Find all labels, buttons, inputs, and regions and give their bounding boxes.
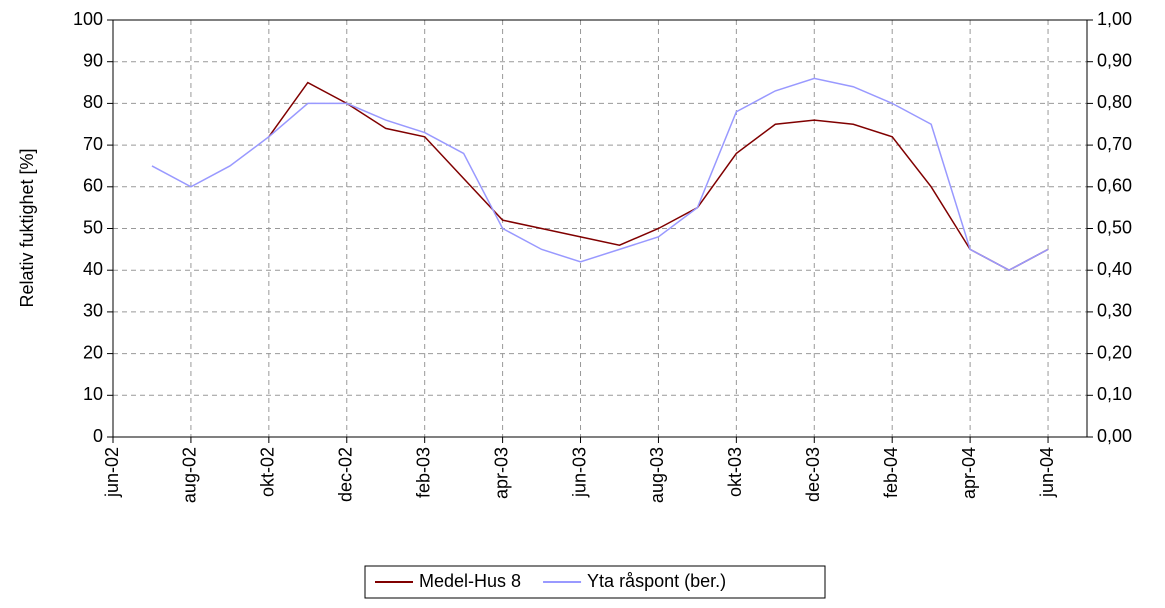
- x-tick-label: okt-03: [725, 447, 745, 497]
- y-tick-label: 90: [83, 50, 103, 70]
- y2-tick-label: 0,20: [1097, 342, 1132, 362]
- series-line: [268, 81, 1049, 272]
- x-tick-label: dec-03: [803, 447, 823, 502]
- y2-tick-label: 0,90: [1097, 50, 1132, 70]
- y-tick-label: 100: [73, 9, 103, 29]
- y-tick-label: 10: [83, 384, 103, 404]
- x-tick-label: aug-02: [180, 447, 200, 503]
- series-line: [151, 77, 1049, 272]
- x-tick-label: feb-03: [413, 447, 433, 498]
- y2-tick-label: 0,60: [1097, 176, 1132, 196]
- legend-label: Yta råspont (ber.): [587, 571, 726, 591]
- legend-label: Medel-Hus 8: [419, 571, 521, 591]
- y-tick-label: 60: [83, 176, 103, 196]
- y-tick-label: 30: [83, 301, 103, 321]
- y2-tick-label: 0,10: [1097, 384, 1132, 404]
- y2-tick-label: 0,70: [1097, 134, 1132, 154]
- y-tick-label: 50: [83, 217, 103, 237]
- x-tick-label: okt-02: [258, 447, 278, 497]
- y2-tick-label: 0,50: [1097, 217, 1132, 237]
- y-tick-label: 20: [83, 342, 103, 362]
- legend-box: [364, 565, 826, 599]
- x-tick-label: apr-04: [959, 447, 979, 499]
- x-tick-label: jun-04: [1037, 447, 1057, 498]
- y2-tick-label: 0,30: [1097, 301, 1132, 321]
- plot-frame: [112, 19, 1088, 438]
- y-axis-title: Relativ fuktighet [%]: [17, 148, 37, 307]
- x-tick-label: feb-04: [881, 447, 901, 498]
- x-tick-label: dec-02: [336, 447, 356, 502]
- y2-tick-label: 0,80: [1097, 92, 1132, 112]
- y2-tick-label: 1,00: [1097, 9, 1132, 29]
- y2-tick-label: 0,00: [1097, 426, 1132, 446]
- y-tick-label: 0: [93, 426, 103, 446]
- x-tick-label: aug-03: [647, 447, 667, 503]
- x-tick-label: apr-03: [491, 447, 511, 499]
- x-tick-label: jun-03: [569, 447, 589, 498]
- y-tick-label: 40: [83, 259, 103, 279]
- y2-tick-label: 0,40: [1097, 259, 1132, 279]
- x-tick-label: jun-02: [102, 447, 122, 498]
- y-tick-label: 70: [83, 134, 103, 154]
- y-tick-label: 80: [83, 92, 103, 112]
